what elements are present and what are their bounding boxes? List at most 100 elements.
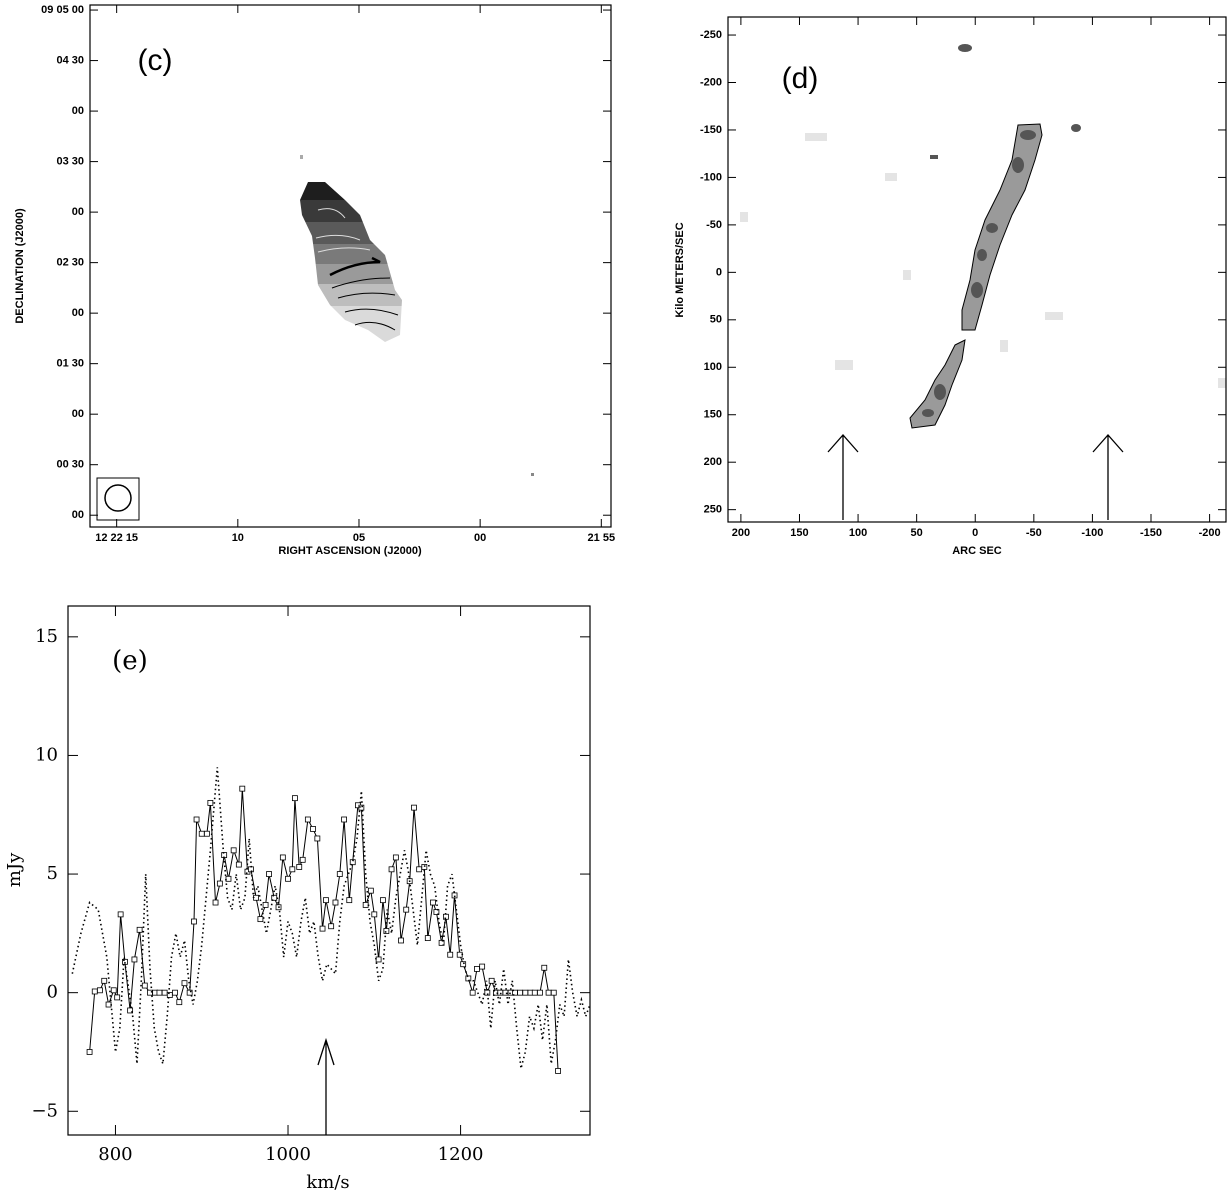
data-point <box>136 926 143 933</box>
data-point <box>375 956 382 963</box>
data-point <box>141 982 148 989</box>
y-axis-label: Kilo METERS/SEC <box>674 222 686 317</box>
x-tick-label: 21 55 <box>588 532 616 544</box>
y-tick-label: 200 <box>704 456 722 468</box>
y-tick-label: 15 <box>35 626 58 647</box>
beam <box>104 484 132 512</box>
x-tick-label: -200 <box>1199 527 1221 539</box>
y-tick-label: 10 <box>35 744 58 765</box>
y-tick-label: 5 <box>47 863 58 884</box>
panel-label: (c) <box>138 44 173 77</box>
data-point <box>380 897 386 904</box>
x-tick-label: 00 <box>474 532 486 544</box>
data-point <box>517 989 524 996</box>
data-point <box>304 816 311 823</box>
data-point <box>555 1068 561 1074</box>
y-tick-label: 04 30 <box>56 54 84 66</box>
y-tick-label: 00 <box>72 509 84 521</box>
data-point <box>433 909 440 915</box>
data-point <box>212 899 219 906</box>
y-tick-label: 0 <box>716 266 722 278</box>
y-axis-label: DECLINATION (J2000) <box>14 208 26 324</box>
data-point <box>341 816 347 823</box>
y-tick-label: 00 <box>72 105 84 117</box>
data-point <box>323 897 329 904</box>
data-point <box>257 916 264 923</box>
data-point <box>186 989 193 996</box>
data-point <box>488 977 495 984</box>
data-point <box>193 816 200 823</box>
data-point <box>239 785 246 792</box>
x-tick-label: -50 <box>1026 527 1042 539</box>
y-tick-label: −5 <box>31 1100 58 1121</box>
data-point <box>367 887 374 894</box>
pv-noise <box>740 133 1226 388</box>
x-tick-label: 1000 <box>265 1144 311 1165</box>
data-point <box>469 989 476 996</box>
data-point <box>262 901 269 908</box>
data-point <box>172 989 178 996</box>
data-point <box>198 830 205 837</box>
x-axis-label: km/s <box>306 1172 349 1193</box>
data-point <box>421 864 428 870</box>
data-point <box>176 999 183 1006</box>
data-point <box>131 956 138 963</box>
y-axis-label: mJy <box>4 852 25 887</box>
data-point <box>541 964 548 971</box>
x-tick-label: 10 <box>232 532 244 544</box>
data-point <box>114 994 121 1001</box>
plot-frame <box>89 4 612 528</box>
data-point <box>451 892 458 899</box>
spectrum-line <box>71 767 591 1069</box>
data-point <box>235 861 242 868</box>
y-tick-label: 00 30 <box>56 459 84 471</box>
x-tick-label: 800 <box>98 1144 132 1165</box>
x-tick-label: 12 22 15 <box>95 532 138 544</box>
data-point <box>411 804 417 811</box>
data-point <box>392 854 399 861</box>
y-tick-label: 00 <box>72 408 84 420</box>
data-point <box>358 804 365 811</box>
x-axis-label: ARC SEC <box>952 545 1002 557</box>
data-point <box>383 928 390 934</box>
data-point <box>161 989 168 996</box>
y-tick-label: -150 <box>700 124 722 136</box>
data-point <box>447 951 454 958</box>
data-point <box>279 854 286 861</box>
panel-label: (e) <box>112 646 148 676</box>
data-point <box>127 1007 134 1014</box>
x-tick-label: 05 <box>353 532 365 544</box>
x-tick-label: -150 <box>1140 527 1162 539</box>
data-point <box>328 923 335 930</box>
data-point <box>86 1049 93 1055</box>
y-tick-label: 100 <box>704 361 722 373</box>
data-point <box>550 989 557 996</box>
x-tick-label: 200 <box>732 527 750 539</box>
y-tick-label: 50 <box>710 314 722 326</box>
data-point <box>147 989 153 996</box>
data-point <box>362 901 369 908</box>
data-point <box>438 939 445 946</box>
y-tick-label: -100 <box>700 171 722 183</box>
y-tick-label: 03 30 <box>56 156 84 168</box>
x-tick-label: 150 <box>790 527 808 539</box>
y-tick-label: 00 <box>72 206 84 218</box>
y-tick-label: 02 30 <box>56 257 84 269</box>
data-point <box>314 835 321 842</box>
data-point <box>479 963 486 970</box>
y-tick-label: 150 <box>704 409 722 421</box>
data-point <box>101 977 108 984</box>
data-point <box>310 826 316 832</box>
data-point <box>105 1001 112 1008</box>
x-tick-label: 1200 <box>438 1144 484 1165</box>
data-point <box>166 992 173 998</box>
data-point <box>430 899 436 906</box>
data-point <box>424 935 431 942</box>
pv-cores <box>922 44 1081 417</box>
data-point <box>497 989 504 996</box>
data-point <box>403 906 410 913</box>
data-point <box>460 961 467 968</box>
x-tick-label: 0 <box>972 527 978 539</box>
speck <box>531 473 534 476</box>
x-tick-label: -100 <box>1081 527 1103 539</box>
